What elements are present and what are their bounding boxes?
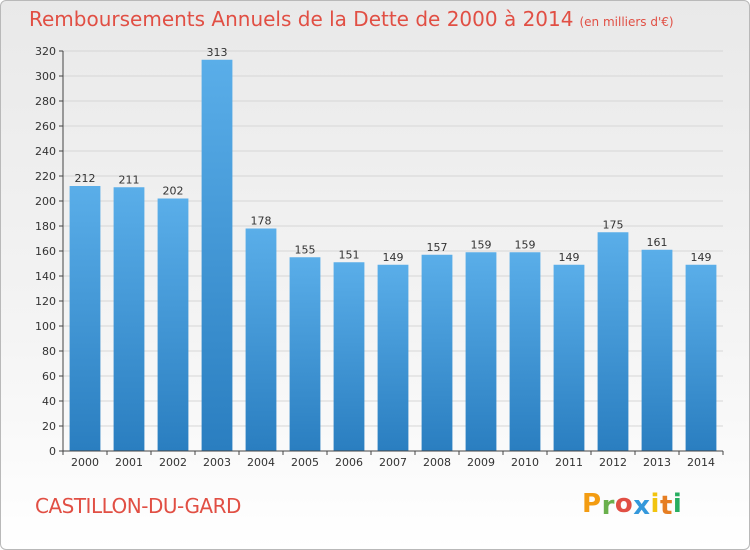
value-label: 161: [647, 236, 668, 249]
chart-subtitle: (en milliers d'€): [579, 15, 674, 29]
value-label: 212: [75, 172, 96, 185]
value-label: 313: [207, 46, 228, 59]
logo-letter: o: [614, 489, 634, 519]
y-tick-label: 0: [49, 445, 56, 458]
bar-2012: [597, 232, 629, 451]
y-tick-label: 280: [35, 95, 56, 108]
value-label: 149: [559, 251, 580, 264]
value-label: 149: [383, 251, 404, 264]
bar-2004: [245, 228, 277, 451]
bar-2007: [377, 264, 409, 451]
y-tick-label: 120: [35, 295, 56, 308]
logo-letter: P: [582, 489, 602, 519]
y-tick-label: 220: [35, 170, 56, 183]
value-label: 159: [515, 238, 536, 251]
bar-2002: [157, 198, 189, 451]
logo-letter: x: [633, 491, 651, 521]
y-tick-label: 140: [35, 270, 56, 283]
bar-2013: [641, 249, 673, 451]
value-label: 149: [691, 251, 712, 264]
logo-letter: r: [601, 491, 615, 521]
x-tick-label: 2014: [687, 456, 715, 469]
x-tick-label: 2007: [379, 456, 407, 469]
bar-2005: [289, 257, 321, 451]
bar-2014: [685, 264, 717, 451]
value-label: 178: [251, 215, 272, 228]
proxiti-logo: Proxiti: [582, 489, 683, 521]
value-label: 211: [119, 173, 140, 186]
x-tick-label: 2009: [467, 456, 495, 469]
place-name: CASTILLON-DU-GARD: [35, 494, 241, 518]
y-tick-label: 100: [35, 320, 56, 333]
bar-2010: [509, 252, 541, 451]
x-tick-label: 2000: [71, 456, 99, 469]
value-label: 175: [603, 218, 624, 231]
y-tick-label: 260: [35, 120, 56, 133]
x-tick-label: 2013: [643, 456, 671, 469]
bar-2009: [465, 252, 497, 451]
x-tick-label: 2004: [247, 456, 275, 469]
y-tick-label: 80: [42, 345, 56, 358]
x-tick-label: 2012: [599, 456, 627, 469]
y-tick-label: 20: [42, 420, 56, 433]
y-tick-label: 60: [42, 370, 56, 383]
bar-2006: [333, 262, 365, 451]
value-label: 202: [163, 185, 184, 198]
x-tick-label: 2010: [511, 456, 539, 469]
logo-letter: i: [650, 489, 660, 519]
bars: 212 211 202 313 178 155 151 149 157 159 159 149 175 1…: [69, 46, 717, 451]
axes: 0 20 40 60 80 100 120 140 160 180 200 220 240 260 280 3…: [35, 45, 724, 469]
x-tick-label: 2001: [115, 456, 143, 469]
x-tick-label: 2011: [555, 456, 583, 469]
y-tick-label: 180: [35, 220, 56, 233]
y-tick-label: 320: [35, 45, 56, 58]
chart-title: Remboursements Annuels de la Dette de 20…: [29, 7, 674, 31]
bar-2003: [201, 59, 233, 451]
logo-letter: i: [672, 489, 683, 519]
bar-2001: [113, 187, 145, 451]
value-label: 151: [339, 248, 360, 261]
bar-2000: [69, 186, 101, 451]
x-tick-label: 2006: [335, 456, 363, 469]
value-label: 159: [471, 238, 492, 251]
value-label: 155: [295, 243, 316, 256]
value-label: 157: [427, 241, 448, 254]
logo-letter: t: [659, 491, 673, 521]
y-tick-label: 160: [35, 245, 56, 258]
chart-title-text: Remboursements Annuels de la Dette de 20…: [29, 7, 574, 31]
y-tick-label: 300: [35, 70, 56, 83]
bar-2011: [553, 264, 585, 451]
x-tick-label: 2002: [159, 456, 187, 469]
x-tick-label: 2005: [291, 456, 319, 469]
y-tick-label: 240: [35, 145, 56, 158]
y-tick-label: 200: [35, 195, 56, 208]
x-tick-label: 2008: [423, 456, 451, 469]
bar-2008: [421, 254, 453, 451]
x-tick-label: 2003: [203, 456, 231, 469]
y-tick-label: 40: [42, 395, 56, 408]
